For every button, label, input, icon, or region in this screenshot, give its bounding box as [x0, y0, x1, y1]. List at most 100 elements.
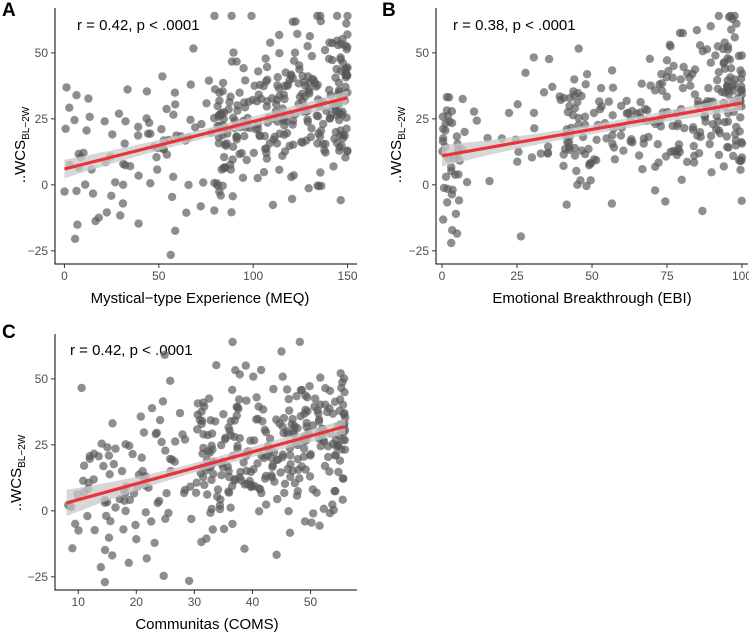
data-point	[293, 29, 302, 39]
data-point	[254, 67, 263, 76]
data-point	[196, 202, 205, 211]
data-point	[272, 415, 281, 424]
data-point	[155, 415, 165, 425]
data-point	[224, 105, 233, 114]
data-point	[454, 196, 464, 205]
data-point	[259, 453, 269, 463]
data-point	[731, 129, 740, 139]
data-point	[199, 430, 208, 439]
data-point	[228, 192, 237, 201]
data-point	[332, 64, 341, 74]
regression-line	[66, 424, 346, 505]
data-point	[325, 467, 334, 476]
data-point	[608, 83, 618, 92]
data-point	[226, 503, 235, 512]
data-point	[460, 127, 469, 137]
data-point	[292, 392, 301, 401]
data-point	[311, 394, 320, 403]
panel-c: C r = 0.42, p < .0001 Communitas (COMS) …	[2, 322, 357, 633]
data-point	[260, 425, 269, 434]
y-tick-label: −25	[28, 570, 49, 584]
data-point	[293, 455, 302, 464]
data-point	[161, 446, 170, 455]
data-point	[187, 514, 196, 524]
data-point	[320, 45, 330, 55]
data-point	[650, 186, 660, 195]
data-point	[85, 451, 95, 461]
data-point	[331, 127, 341, 137]
data-point	[294, 79, 303, 88]
data-point	[608, 111, 617, 120]
data-point	[239, 63, 248, 73]
data-point	[702, 45, 712, 54]
data-point	[706, 131, 716, 141]
data-point	[713, 75, 722, 85]
data-point	[634, 151, 644, 160]
data-point	[313, 112, 323, 121]
data-point	[219, 410, 228, 419]
x-tick-label: 100	[732, 269, 749, 283]
data-point	[698, 206, 707, 216]
data-point	[273, 81, 282, 90]
data-point	[655, 80, 664, 89]
data-point	[197, 419, 206, 429]
data-point	[657, 69, 666, 79]
data-point	[472, 116, 481, 125]
data-point	[82, 126, 91, 135]
data-point	[221, 141, 231, 150]
data-point	[527, 153, 537, 162]
data-point	[305, 472, 315, 481]
data-point	[263, 97, 272, 106]
x-tick-label: 50	[152, 269, 166, 283]
data-point	[607, 66, 617, 75]
x-tick-label: 30	[188, 595, 202, 609]
data-point	[686, 81, 695, 90]
data-point	[250, 482, 260, 491]
data-point	[335, 146, 344, 155]
panel-a: A r = 0.42, p < .0001 Mystical−type Expe…	[2, 0, 358, 307]
y-tick-label: 0	[41, 504, 48, 518]
data-point	[71, 519, 80, 528]
data-point	[193, 410, 202, 419]
data-point	[167, 455, 177, 464]
data-point	[657, 86, 667, 96]
data-point	[341, 82, 350, 92]
data-point	[121, 506, 130, 516]
data-point	[287, 194, 297, 204]
data-point	[570, 75, 579, 84]
data-point	[328, 55, 337, 65]
y-tick-label: 25	[416, 112, 430, 126]
data-point	[132, 535, 141, 544]
data-point	[217, 440, 226, 450]
data-point	[133, 131, 143, 140]
data-point	[585, 159, 594, 168]
data-point	[158, 397, 168, 406]
data-point	[121, 161, 130, 170]
data-point	[314, 417, 324, 426]
data-point	[228, 155, 237, 164]
data-point	[162, 104, 171, 114]
data-point	[152, 428, 161, 437]
data-point	[186, 115, 195, 125]
x-tick-label: 50	[585, 269, 599, 283]
data-point	[319, 504, 328, 513]
x-tick-label: 100	[243, 269, 263, 283]
data-point	[316, 11, 325, 21]
data-point	[582, 70, 592, 79]
data-point	[219, 152, 229, 162]
data-point	[147, 517, 156, 526]
data-point	[297, 137, 306, 147]
y-axis-label-sub: BL−2W	[21, 106, 32, 140]
data-point	[299, 444, 309, 453]
data-point	[238, 173, 248, 182]
data-point	[305, 382, 314, 391]
data-point	[595, 105, 605, 114]
data-point	[114, 109, 124, 118]
data-point	[330, 397, 340, 406]
data-point	[726, 64, 736, 73]
data-point	[219, 114, 228, 124]
data-point	[313, 181, 322, 190]
data-point	[142, 554, 151, 563]
data-point	[668, 73, 677, 82]
data-point	[191, 488, 201, 497]
